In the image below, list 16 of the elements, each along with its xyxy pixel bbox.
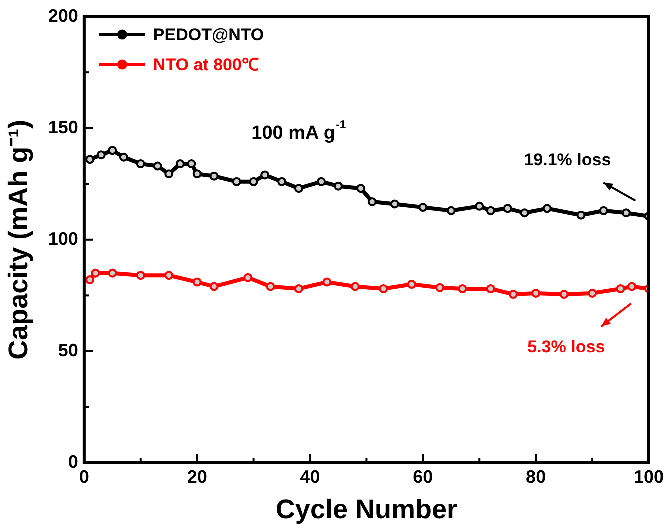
- x-tick-label: 40: [300, 466, 320, 487]
- annotation: 5.3% loss: [528, 337, 606, 356]
- annotation: 19.1% loss: [524, 150, 612, 170]
- y-tick-label: 150: [48, 117, 78, 138]
- y-tick-label: 100: [48, 228, 78, 249]
- x-tick-label: 80: [526, 466, 546, 487]
- y-tick-label: 0: [68, 452, 78, 472]
- x-tick-label: 100: [634, 466, 664, 487]
- x-axis-title: Cycle Number: [276, 494, 458, 524]
- y-axis-title: Capacity (mAh g⁻¹): [4, 120, 34, 360]
- y-tick-label: 200: [48, 6, 78, 26]
- legend-label: PEDOT@NTO: [153, 25, 264, 44]
- x-tick-label: 60: [413, 466, 434, 487]
- x-tick-label: 20: [187, 466, 208, 487]
- legend-label: NTO at 800℃: [153, 55, 259, 74]
- y-tick-label: 50: [58, 340, 78, 360]
